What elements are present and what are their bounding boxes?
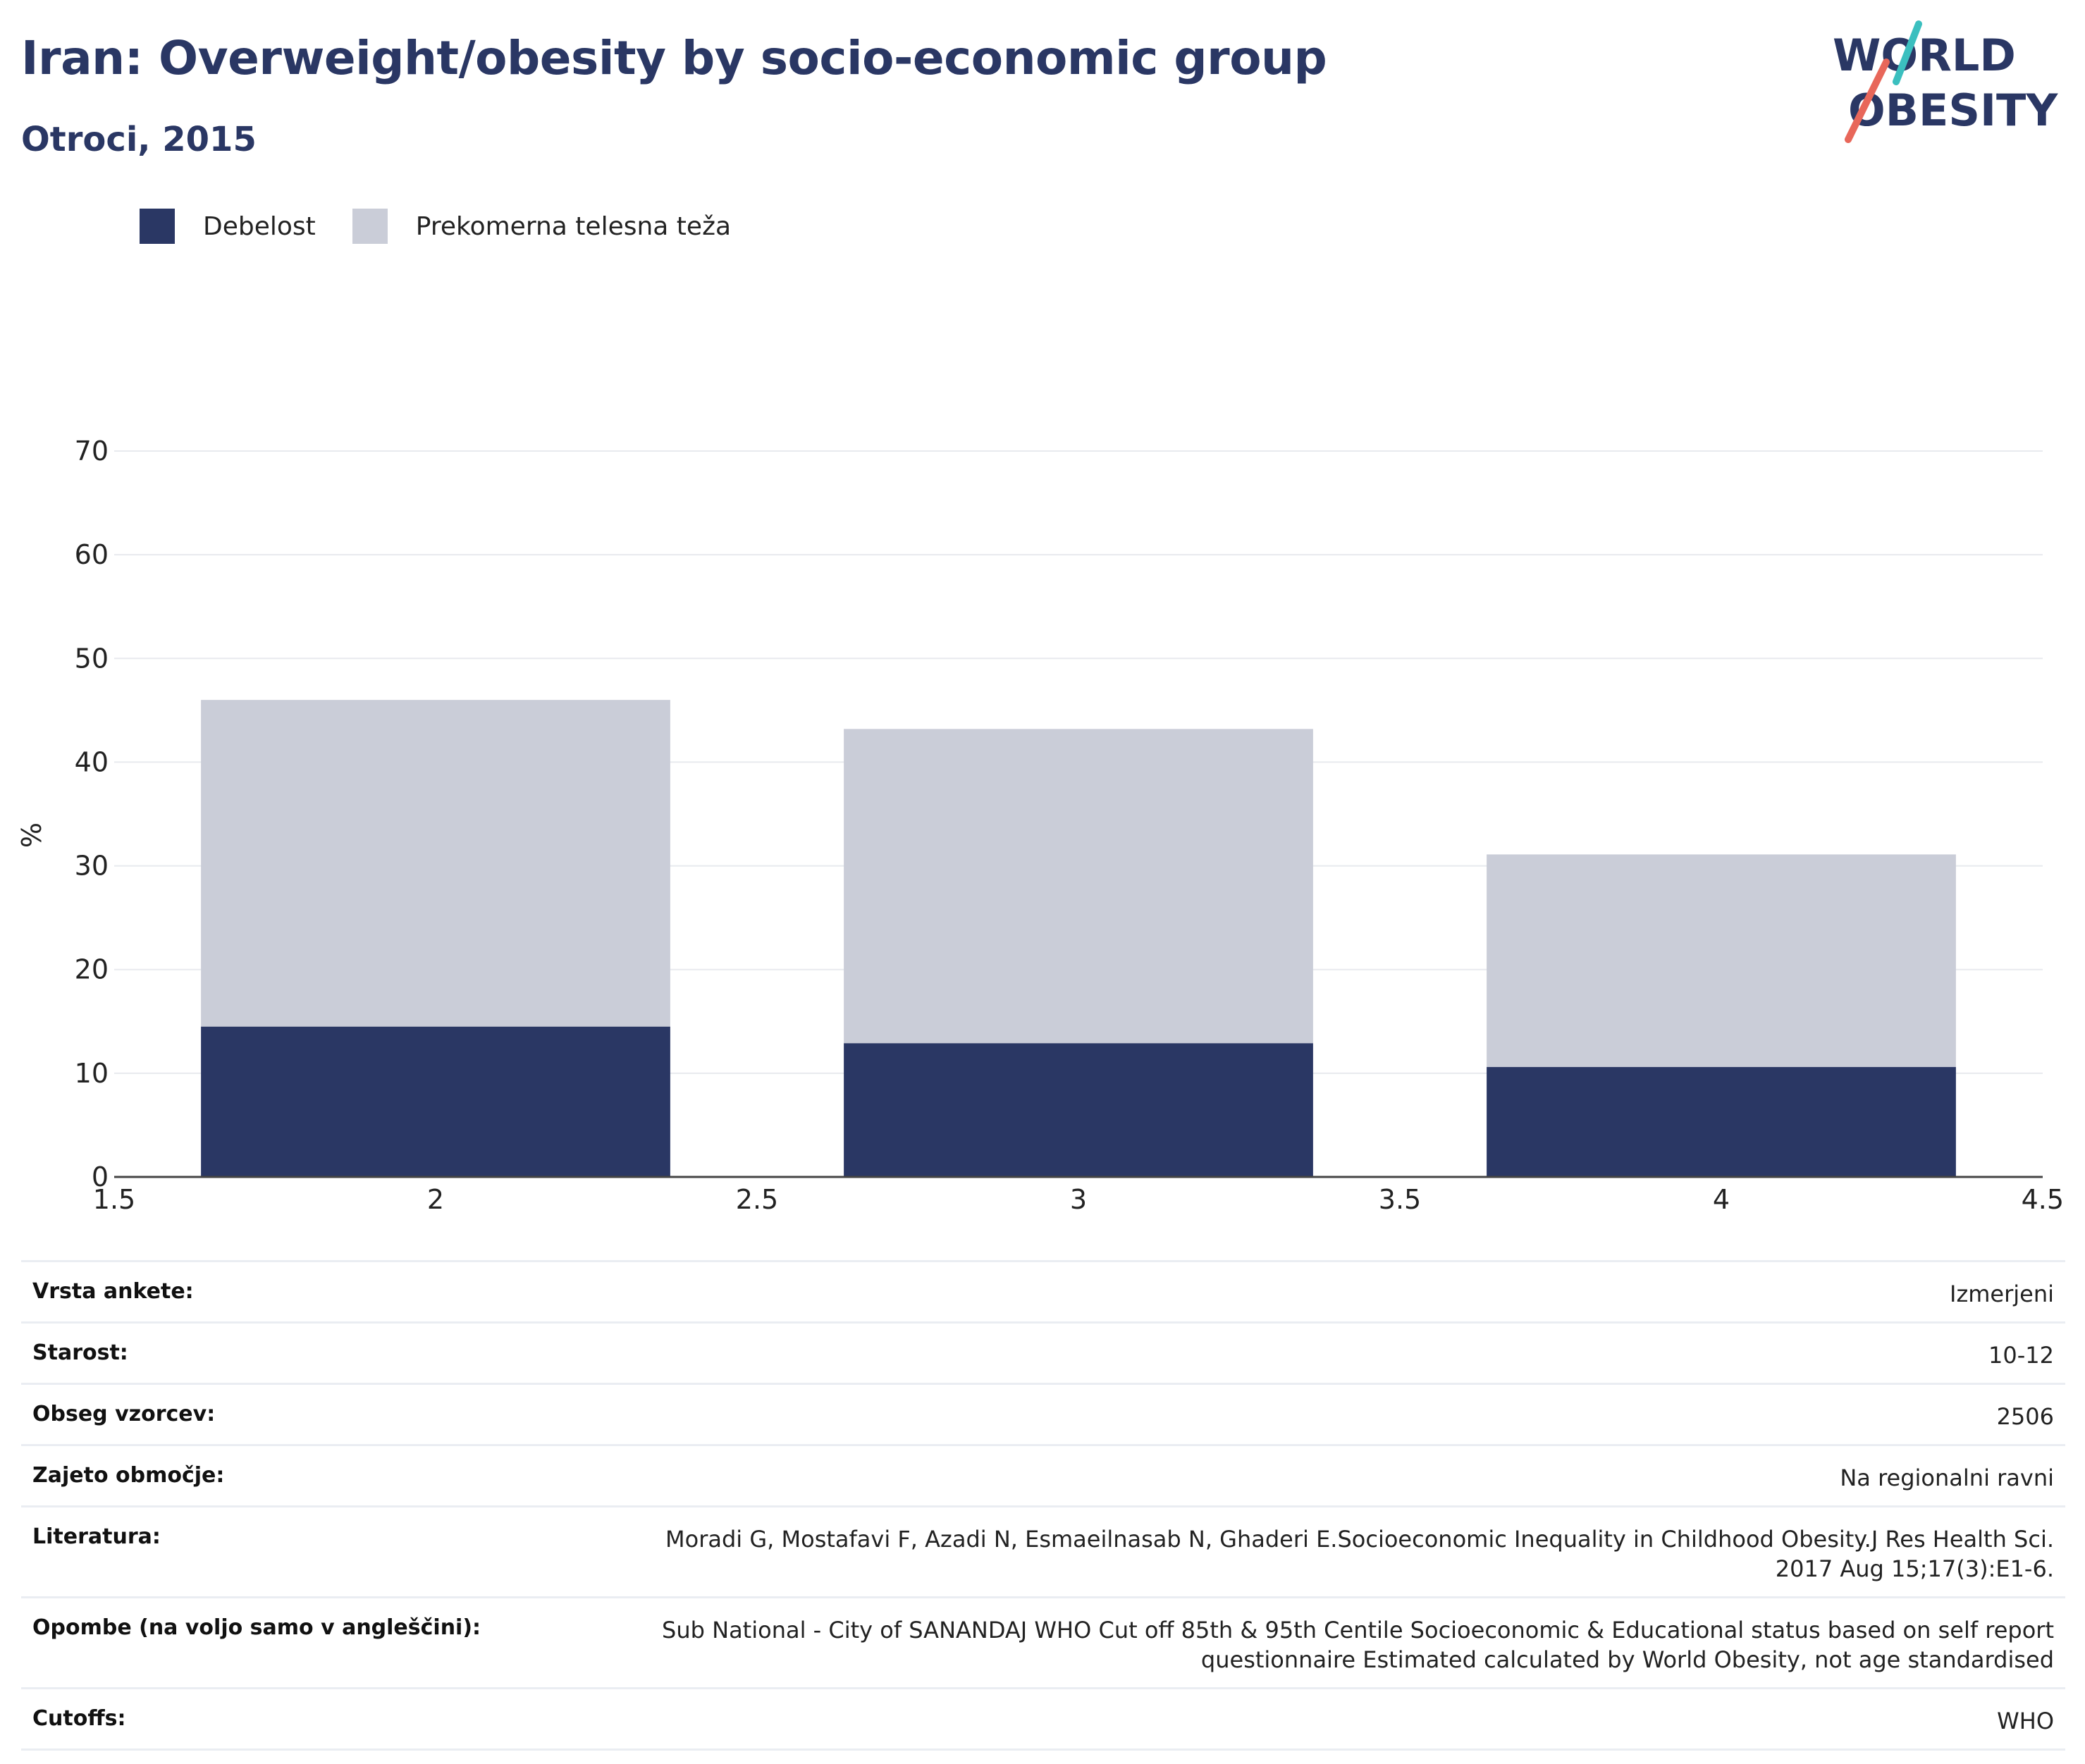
y-tick-label: 40 [75, 746, 109, 777]
chart-subtitle: Otroci, 2015 [21, 120, 257, 159]
chart-title: Iran: Overweight/obesity by socio-econom… [21, 31, 1327, 85]
meta-label: Opombe (na voljo samo v angleščini): [32, 1615, 481, 1640]
y-tick-label: 30 [75, 851, 109, 882]
y-tick-label: 10 [75, 1058, 109, 1089]
meta-value: 10-12 [1988, 1342, 2054, 1369]
y-tick-label: 20 [75, 954, 109, 985]
meta-value: Izmerjeni [1950, 1281, 2054, 1307]
x-tick-label: 2 [427, 1184, 444, 1212]
meta-label: Starost: [32, 1340, 128, 1365]
meta-label: Vrsta ankete: [32, 1279, 194, 1304]
meta-label: Obseg vzorcev: [32, 1402, 216, 1426]
bar-overweight-3[interactable] [844, 729, 1313, 1044]
x-tick-label: 4.5 [2022, 1184, 2064, 1212]
meta-value: Na regionalni ravni [1840, 1464, 2054, 1491]
meta-row-survey-type: Vrsta ankete: Izmerjeni [21, 1260, 2065, 1321]
bar-chart: 0 10 20 30 40 50 60 70 1.5 2 2.5 3 3.5 4 4.5 % [16, 436, 2064, 1212]
x-axis-ticks: 1.5 2 2.5 3 3.5 4 4.5 [93, 1184, 2064, 1212]
bar-obesity-4[interactable] [1487, 1067, 1956, 1177]
meta-label: Cutoffs: [32, 1706, 126, 1731]
meta-row-age: Starost: 10-12 [21, 1321, 2065, 1383]
y-tick-label: 0 [92, 1161, 109, 1192]
meta-row-notes: Opombe (na voljo samo v angleščini): Sub… [21, 1596, 2065, 1687]
bar-obesity-2[interactable] [201, 1026, 670, 1177]
meta-value: WHO [1997, 1708, 2054, 1734]
meta-row-area-covered: Zajeto območje: Na regionalni ravni [21, 1444, 2065, 1505]
bar-overweight-4[interactable] [1487, 854, 1956, 1068]
legend-label-obesity: Debelost [203, 211, 316, 241]
meta-label: Zajeto območje: [32, 1463, 225, 1488]
y-tick-label: 60 [75, 539, 109, 570]
meta-row-reference: Literatura: Moradi G, Mostafavi F, Azadi… [21, 1505, 2065, 1596]
legend-label-overweight: Prekomerna telesna teža [415, 211, 732, 241]
bar-obesity-3[interactable] [844, 1043, 1313, 1177]
x-tick-label: 3.5 [1379, 1184, 1421, 1212]
x-tick-label: 4 [1713, 1184, 1730, 1212]
legend-swatch-obesity [140, 209, 175, 244]
legend-swatch-overweight [352, 209, 388, 244]
chart-legend: Debelost Prekomerna telesna teža [140, 209, 768, 244]
bar-overweight-2[interactable] [201, 700, 670, 1027]
x-tick-label: 2.5 [736, 1184, 778, 1212]
bars [201, 700, 1956, 1177]
meta-row-cutoffs: Cutoffs: WHO [21, 1687, 2065, 1751]
meta-value: Moradi G, Mostafavi F, Azadi N, Esmaeiln… [665, 1526, 2054, 1582]
legend-item-overweight[interactable]: Prekomerna telesna teža [352, 209, 731, 244]
y-tick-label: 70 [75, 436, 109, 467]
survey-details: Vrsta ankete: Izmerjeni Starost: 10-12 O… [21, 1260, 2065, 1751]
svg-text:OBESITY: OBESITY [1848, 85, 2058, 136]
meta-row-sample-size: Obseg vzorcev: 2506 [21, 1383, 2065, 1444]
world-obesity-logo: WORLD OBESITY [1833, 20, 2058, 143]
x-tick-label: 1.5 [93, 1184, 135, 1212]
meta-label: Literatura: [32, 1524, 161, 1549]
x-tick-label: 3 [1070, 1184, 1087, 1212]
meta-value: 2506 [1996, 1403, 2054, 1430]
y-tick-label: 50 [75, 643, 109, 674]
meta-value: Sub National - City of SANANDAJ WHO Cut … [662, 1617, 2054, 1673]
svg-text:WORLD: WORLD [1833, 30, 2016, 81]
legend-item-obesity[interactable]: Debelost [140, 209, 316, 244]
y-axis-label: % [16, 822, 47, 848]
y-axis-ticks: 0 10 20 30 40 50 60 70 [75, 436, 109, 1192]
